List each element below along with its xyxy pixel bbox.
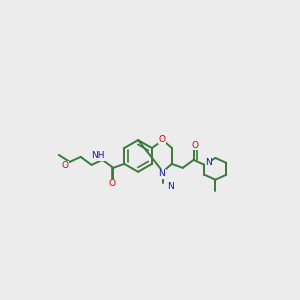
Text: NH: NH: [91, 152, 104, 160]
Text: N: N: [167, 182, 174, 191]
Text: N: N: [158, 169, 165, 178]
Text: O: O: [191, 140, 198, 149]
Text: N: N: [205, 158, 212, 167]
Text: O: O: [109, 179, 116, 188]
Text: O: O: [61, 161, 68, 170]
Text: O: O: [158, 135, 165, 144]
